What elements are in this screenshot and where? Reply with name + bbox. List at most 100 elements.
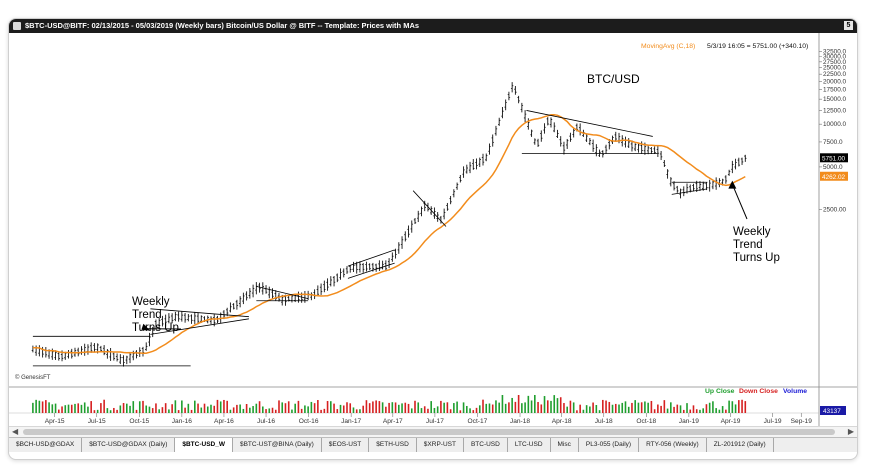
volume-bar: [355, 409, 358, 413]
volume-bar: [216, 399, 219, 413]
volume-bar: [478, 405, 481, 413]
volume-bar: [64, 405, 67, 413]
volume-bar: [611, 404, 614, 413]
tab-3[interactable]: $BTC-UST@BINA (Daily): [233, 438, 322, 452]
tab-4[interactable]: $EOS-UST: [322, 438, 370, 452]
y-tick-label: 2500.00: [823, 207, 847, 214]
volume-bar: [559, 397, 562, 413]
volume-bar: [453, 403, 455, 413]
volume-bar: [576, 410, 578, 413]
volume-bar: [349, 403, 352, 413]
volume-bar: [553, 395, 556, 413]
volume-bar: [93, 410, 96, 413]
volume-bar: [504, 403, 507, 413]
volume-bar: [129, 405, 131, 413]
volume-bar: [32, 402, 34, 413]
volume-bar: [307, 406, 309, 413]
x-tick-label: Jul-18: [595, 418, 613, 425]
volume-bar: [689, 409, 692, 413]
trendline: [347, 262, 395, 279]
x-tick-label: Jul-15: [88, 418, 106, 425]
tab-6[interactable]: $XRP-UST: [417, 438, 464, 452]
tab-11[interactable]: RTY-056 (Weekly): [639, 438, 707, 452]
volume-bar: [657, 404, 659, 413]
volume-bar: [171, 404, 173, 413]
tab-5[interactable]: $ETH-USD: [369, 438, 417, 452]
window-corner-button[interactable]: 5: [844, 21, 853, 30]
x-tick-label: Jan-19: [679, 418, 699, 425]
tab-1[interactable]: $BTC-USD@GDAX (Daily): [82, 438, 176, 452]
volume-bar: [200, 407, 203, 413]
x-tick-label: Jul-19: [764, 418, 782, 425]
price-chart[interactable]: 32500.030000.027500.025000.022500.020000…: [9, 33, 857, 426]
annotation-line: Turns Up: [733, 252, 780, 264]
volume-bar: [239, 404, 241, 413]
x-tick-label: Oct-17: [468, 418, 488, 425]
volume-bar: [721, 406, 724, 413]
volume-bar: [621, 402, 624, 413]
volume-bar: [517, 395, 520, 413]
volume-bar: [495, 400, 497, 413]
volume-bar: [488, 403, 491, 413]
y-tick-label: 30000.0: [823, 53, 847, 60]
volume-bar: [475, 407, 478, 413]
volume-bar: [682, 409, 685, 413]
volume-bar: [563, 403, 565, 413]
tab-2[interactable]: $BTC-USD_W: [175, 438, 233, 452]
volume-bar: [663, 400, 666, 413]
volume-bar: [148, 406, 151, 413]
volume-bar: [673, 406, 675, 413]
x-tick-label: Apr-15: [45, 418, 65, 425]
volume-bar: [304, 405, 306, 413]
volume-bar: [271, 407, 274, 413]
chart-window: $BTC-USD@BITF: 02/13/2015 - 05/03/2019 (…: [8, 18, 858, 460]
volume-bar: [232, 407, 235, 413]
volume-bar: [245, 404, 248, 413]
volume-bar: [265, 409, 267, 413]
volume-bar: [242, 408, 245, 413]
volume-bar: [365, 400, 368, 413]
tab-10[interactable]: PL3-055 (Daily): [579, 438, 640, 452]
volume-bar: [466, 405, 468, 413]
tab-12[interactable]: ZL-201912 (Daily): [707, 438, 774, 452]
volume-bar: [372, 401, 374, 413]
volume-bar: [530, 400, 533, 413]
tab-0[interactable]: $BCH-USD@GDAX: [9, 438, 83, 452]
volume-bar: [738, 400, 740, 413]
volume-bar: [485, 403, 488, 413]
volume-bar: [206, 406, 209, 413]
volume-bar: [404, 402, 407, 413]
volume-bar: [70, 404, 73, 413]
volume-bar: [637, 402, 640, 413]
tab-7[interactable]: BTC-USD: [464, 438, 508, 452]
volume-bar: [705, 404, 708, 413]
tab-9[interactable]: Misc: [551, 438, 579, 452]
y-tick-label: 20000.0: [823, 78, 847, 85]
volume-bar: [45, 400, 47, 413]
volume-bar: [734, 404, 737, 413]
chart-title: BTC/USD: [587, 72, 640, 86]
volume-bar: [511, 397, 513, 413]
horizontal-scrollbar[interactable]: ◀ ▶: [9, 426, 857, 437]
volume-bar: [194, 400, 196, 413]
volume-bar: [229, 409, 232, 413]
volume-last-label: 43137: [823, 408, 841, 415]
ma-price-label: 4262.02: [822, 174, 846, 181]
x-tick-label: Apr-18: [552, 418, 572, 425]
volume-bar: [660, 405, 662, 413]
y-tick-label: 7500.0: [823, 139, 843, 146]
scroll-left-icon[interactable]: ◀: [12, 427, 19, 436]
volume-bar: [602, 399, 604, 413]
volume-bar: [472, 410, 475, 413]
tab-8[interactable]: LTC-USD: [508, 438, 551, 452]
volume-bar: [608, 401, 611, 413]
volume-bar: [352, 407, 355, 413]
volume-bar: [430, 401, 432, 413]
scroll-thumb[interactable]: [23, 429, 835, 435]
volume-bar: [391, 402, 394, 413]
scroll-right-icon[interactable]: ▶: [847, 427, 854, 436]
volume-bar: [456, 401, 458, 413]
volume-bar: [291, 409, 293, 413]
volume-bar: [605, 400, 607, 413]
annotation-line: Turns Up: [132, 322, 179, 334]
